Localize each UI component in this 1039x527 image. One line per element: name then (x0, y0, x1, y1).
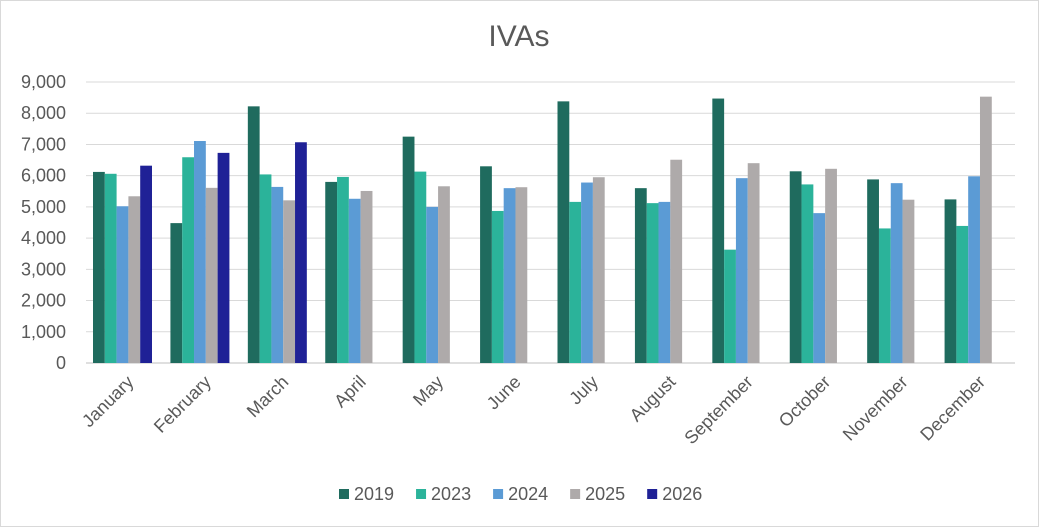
bar-2024-april (348, 198, 361, 363)
bar-2024-may (426, 206, 439, 363)
bar-2019-may (402, 136, 415, 363)
bar-2025-may (438, 186, 450, 363)
bar-2019-january (93, 171, 105, 363)
bar-2023-december (956, 225, 969, 363)
legend-label-2025: 2025 (585, 484, 625, 504)
bar-2025-july (592, 177, 605, 363)
y-tick-label: 8,000 (21, 103, 66, 123)
legend-swatch-2026 (647, 489, 658, 499)
bar-2024-july (581, 182, 593, 363)
bar-2024-august (658, 201, 671, 363)
bar-2019-november (867, 179, 879, 363)
legend-swatch-2019 (339, 489, 349, 499)
bar-2025-june (515, 187, 528, 363)
bar-2026-march (295, 142, 307, 363)
x-tick-label: September (680, 372, 756, 448)
bar-2023-november (878, 228, 891, 363)
legend: 2019 2023 2024 2025 2026 (339, 484, 702, 504)
y-tick-label: 7,000 (21, 134, 66, 154)
x-tick-label: January (78, 372, 137, 431)
bar-2024-february (194, 141, 206, 363)
bar-2023-march (259, 174, 272, 363)
y-tick-label: 1,000 (21, 322, 66, 342)
bar-2023-february (182, 157, 195, 363)
legend-label-2024: 2024 (508, 484, 548, 504)
y-tick-label: 9,000 (21, 72, 66, 92)
legend-label-2026: 2026 (662, 484, 702, 504)
legend-swatch-2024 (493, 489, 504, 499)
y-tick-label: 3,000 (21, 259, 66, 279)
bar-2024-january (116, 206, 129, 363)
bar-2024-september (735, 178, 748, 363)
bar-2019-june (480, 166, 492, 363)
x-tick-label: July (565, 372, 602, 409)
bar-2024-december (968, 176, 980, 363)
bar-2026-february (217, 152, 230, 363)
bar-2023-august (646, 203, 659, 363)
legend-label-2023: 2023 (431, 484, 471, 504)
x-tick-label: August (626, 372, 680, 426)
bar-2024-october (813, 213, 826, 363)
bar-2019-december (944, 199, 957, 363)
y-tick-label: 5,000 (21, 197, 66, 217)
bar-2019-february (170, 223, 183, 363)
bar-2025-october (825, 168, 837, 363)
legend-swatch-2023 (416, 489, 427, 499)
x-axis-labels: January February March April May June July Augu… (78, 372, 989, 448)
bar-2024-november (890, 183, 903, 363)
x-tick-label: May (409, 372, 447, 410)
chart-title: IVAs (488, 20, 549, 53)
bar-2025-december (979, 96, 992, 364)
x-tick-label: December (916, 372, 989, 445)
x-tick-label: March (243, 372, 293, 422)
y-axis-labels: 0 1,000 2,000 3,000 4,000 5,000 6,000 7,000 8,00… (21, 72, 66, 373)
x-tick-label: June (483, 372, 525, 414)
bar-2019-july (557, 101, 570, 364)
bar-2024-march (271, 186, 284, 363)
bar-2025-september (747, 163, 760, 363)
y-tick-label: 6,000 (21, 166, 66, 186)
y-tick-label: 4,000 (21, 228, 66, 248)
bars (93, 96, 992, 364)
bar-2025-april (360, 190, 373, 363)
bar-2019-october (789, 171, 802, 363)
bar-2023-april (337, 176, 349, 363)
bar-2024-june (503, 188, 516, 363)
x-tick-label: April (330, 372, 370, 412)
bar-2026-january (140, 165, 152, 363)
bar-2025-august (670, 159, 683, 363)
x-tick-label: November (839, 372, 912, 445)
legend-swatch-2025 (570, 489, 581, 499)
bar-2025-february (205, 187, 218, 363)
bar-2025-march (283, 200, 296, 363)
y-tick-label: 0 (56, 353, 66, 373)
bar-2019-march (247, 106, 260, 363)
y-tick-label: 2,000 (21, 291, 66, 311)
bar-2019-september (712, 98, 725, 364)
bar-2023-july (569, 201, 582, 363)
bar-2023-january (104, 173, 117, 363)
bar-2019-april (325, 181, 338, 363)
bar-2019-august (634, 188, 647, 363)
bar-2025-january (128, 196, 141, 363)
bar-2023-june (491, 210, 504, 363)
bar-2023-october (801, 184, 814, 363)
bar-2023-may (414, 171, 427, 363)
bar-2025-november (902, 199, 915, 363)
x-tick-label: February (150, 372, 215, 437)
x-tick-label: October (775, 372, 834, 431)
gridlines (86, 81, 1015, 364)
bar-2023-september (724, 249, 736, 363)
legend-label-2019: 2019 (354, 484, 394, 504)
